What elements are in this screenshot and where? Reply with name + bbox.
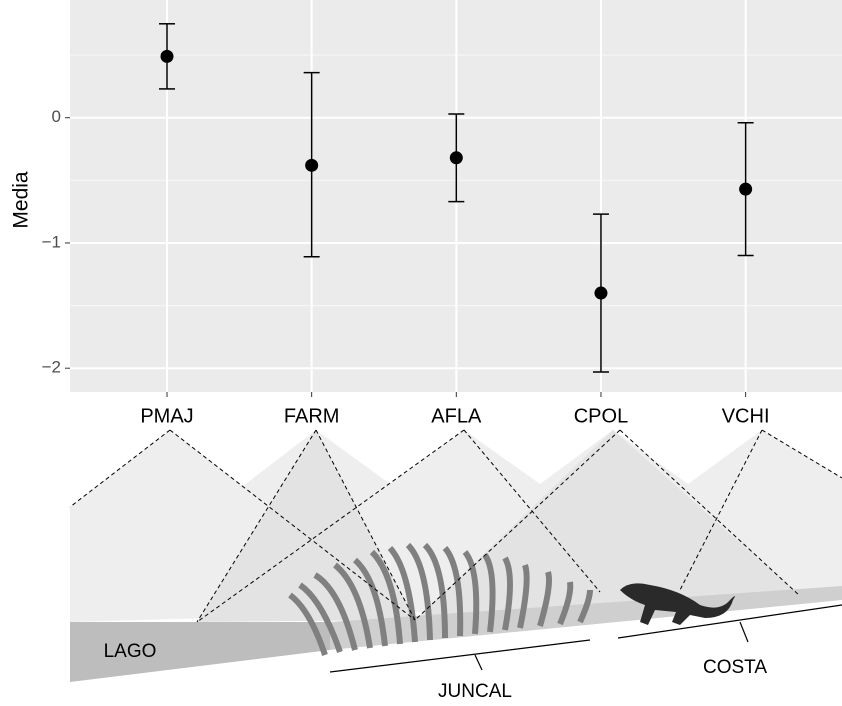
- point: [739, 182, 753, 196]
- plot: 0 −1 −2 PMAJ FARM AFLA CPOL VCHI: [42, 0, 842, 427]
- point: [305, 158, 319, 172]
- view-cone: [197, 430, 415, 622]
- x-tick-label: AFLA: [431, 405, 482, 427]
- animal-icon: [620, 583, 735, 625]
- region-label: LAGO: [104, 641, 157, 662]
- lake: [70, 622, 330, 682]
- diagram: LAGO JUNCAL COSTA: [69, 429, 842, 702]
- reeds: [288, 542, 593, 656]
- region-label: JUNCAL: [438, 681, 512, 702]
- y-tick-label: 0: [52, 107, 61, 126]
- y-tick-label: −2: [42, 358, 61, 377]
- x-tick-label: VCHI: [722, 405, 770, 427]
- point: [449, 151, 463, 165]
- x-tick-label: CPOL: [574, 405, 628, 427]
- y-tick-label: −1: [42, 232, 61, 251]
- region-label: COSTA: [703, 657, 767, 678]
- point: [160, 49, 174, 63]
- dashed-lines: [69, 429, 842, 623]
- brackets: [329, 604, 842, 673]
- y-axis-title: Media: [10, 171, 33, 229]
- point: [594, 286, 608, 300]
- x-tick-label: PMAJ: [140, 405, 193, 427]
- x-tick-label: FARM: [284, 405, 340, 427]
